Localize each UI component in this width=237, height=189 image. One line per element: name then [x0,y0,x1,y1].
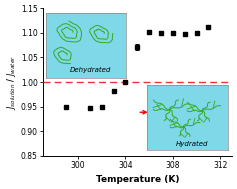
Y-axis label: $J_\mathit{solution}$ / $J_\mathit{water}$: $J_\mathit{solution}$ / $J_\mathit{water… [5,54,18,110]
X-axis label: Temperature (K): Temperature (K) [96,175,179,184]
